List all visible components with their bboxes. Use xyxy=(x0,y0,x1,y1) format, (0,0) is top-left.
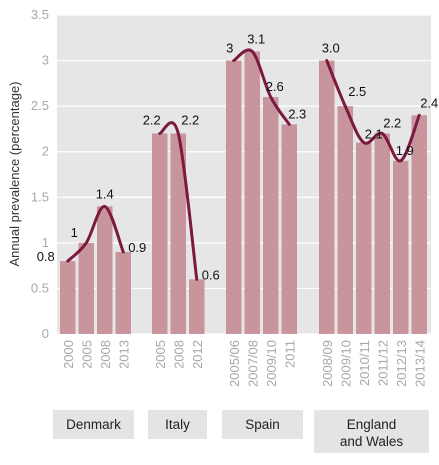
x-tick-label: 2011 xyxy=(282,340,297,368)
x-tick-label: 2012 xyxy=(190,340,205,369)
x-tick-label: 2005/06 xyxy=(227,340,242,387)
bar xyxy=(337,106,353,335)
data-label: 2.1 xyxy=(365,127,383,142)
data-label: 2.3 xyxy=(288,106,306,121)
y-axis-title: Annual prevalence (percentage) xyxy=(7,81,22,266)
y-tick-label: 1 xyxy=(42,235,49,250)
x-axis-labels: 2000 2005 2008 2013 2005 2008 2012 2005/06 2007/… xyxy=(61,340,428,387)
y-tick-label: 0.5 xyxy=(31,280,49,295)
data-label: 3.0 xyxy=(322,41,340,56)
x-tick-label: 2005 xyxy=(153,340,168,369)
data-label: 2.4 xyxy=(420,95,438,110)
data-label: 3 xyxy=(226,41,233,56)
data-label: 0.9 xyxy=(128,240,146,255)
bar xyxy=(411,115,427,334)
data-label: 0.8 xyxy=(37,249,55,264)
bar xyxy=(226,60,242,334)
data-labels: 0.811.40.92.2 2.20.633.12.62.33.02.52.12.… xyxy=(37,31,439,282)
x-tick-label: 2011/12 xyxy=(375,340,390,386)
country-label: Spain xyxy=(245,417,280,432)
data-label: 1.4 xyxy=(96,186,114,201)
bars xyxy=(60,51,427,335)
data-label: 2.2 xyxy=(143,112,161,127)
y-tick-label: 2 xyxy=(42,144,49,159)
y-axis-ticks: 0 0.5 1 1.5 2 2.5 3 3.5 xyxy=(31,7,49,341)
trend-line xyxy=(325,59,421,163)
bar xyxy=(263,97,279,335)
y-tick-label: 2.5 xyxy=(31,98,49,113)
x-tick-label: 2012/13 xyxy=(394,340,409,387)
data-label: 3.1 xyxy=(247,31,265,46)
country-labels: Denmark Italy Spain England and Wales xyxy=(53,410,429,453)
x-tick-label: 2008 xyxy=(171,340,186,369)
trend-line xyxy=(158,121,199,281)
bar xyxy=(244,51,260,334)
country-label-box xyxy=(314,410,429,453)
bar xyxy=(60,261,76,334)
y-tick-label: 3 xyxy=(42,53,49,68)
x-tick-label: 2000 xyxy=(61,340,76,369)
bar xyxy=(115,251,131,334)
x-tick-label: 2009/10 xyxy=(338,340,353,387)
trend-lines xyxy=(66,48,421,281)
country-label-box xyxy=(148,410,207,439)
bar xyxy=(152,133,168,334)
data-label: 2.6 xyxy=(266,79,284,94)
bar xyxy=(374,133,390,334)
x-tick-label: 2008 xyxy=(98,340,113,369)
y-tick-label: 1.5 xyxy=(31,189,49,204)
x-tick-label: 2005 xyxy=(79,340,94,369)
bar xyxy=(170,133,186,334)
bar xyxy=(78,242,94,334)
y-tick-label: 3.5 xyxy=(31,7,49,22)
country-label: and Wales xyxy=(340,434,404,449)
x-tick-label: 2009/10 xyxy=(264,340,279,387)
country-label: Denmark xyxy=(66,417,121,432)
x-tick-label: 2008/09 xyxy=(320,340,335,387)
y-tick-label: 0 xyxy=(42,326,49,341)
data-label: 0.6 xyxy=(202,267,220,282)
data-label: 1 xyxy=(71,225,78,240)
bar xyxy=(356,142,372,334)
trend-line xyxy=(232,48,291,126)
country-label: England xyxy=(347,417,397,432)
data-label: 2.2 xyxy=(181,112,199,127)
x-tick-label: 2013/14 xyxy=(412,340,427,387)
trend-line xyxy=(66,204,125,263)
x-tick-label: 2007/08 xyxy=(245,340,260,387)
data-label: 1.9 xyxy=(396,143,414,158)
bar xyxy=(393,160,409,334)
bar xyxy=(97,206,113,334)
country-label: Italy xyxy=(165,417,190,432)
country-label-box xyxy=(222,410,303,439)
data-label: 2.5 xyxy=(348,84,366,99)
x-tick-label: 2013 xyxy=(116,340,131,369)
bar xyxy=(281,124,297,334)
bar xyxy=(189,279,205,334)
x-tick-label: 2010/11 xyxy=(357,340,372,386)
country-label-box xyxy=(53,410,134,439)
data-label: 2.2 xyxy=(383,115,401,130)
bar xyxy=(319,60,335,334)
